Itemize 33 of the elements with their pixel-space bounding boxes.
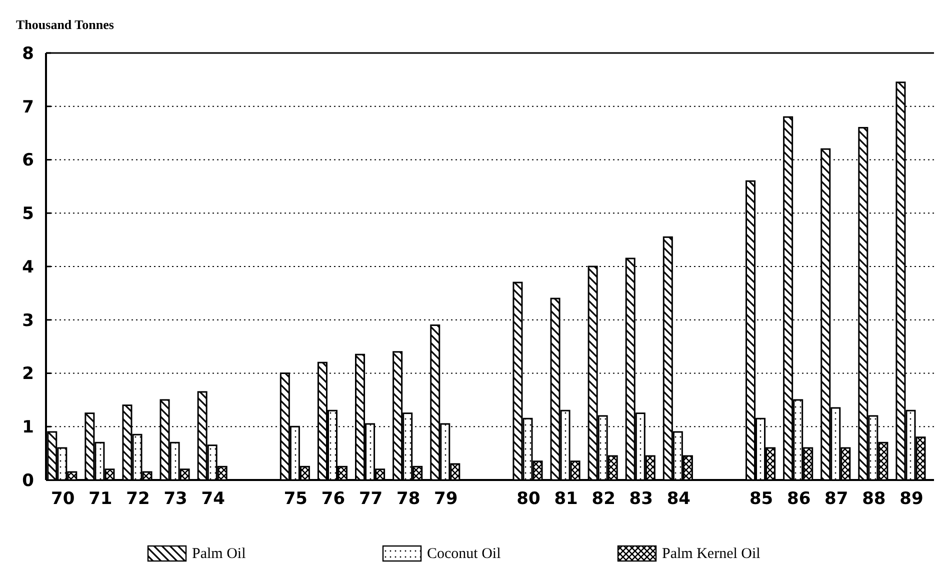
y-tick-label: 2 (22, 364, 34, 384)
y-tick-label: 3 (22, 310, 34, 331)
y-tick-label: 5 (22, 204, 34, 224)
y-tick-label: 0 (22, 470, 34, 491)
x-tick-label: 86 (786, 489, 811, 509)
x-tick-label: 77 (358, 489, 383, 509)
y-tick-label: 4 (22, 257, 34, 278)
x-tick-label: 83 (629, 489, 653, 509)
y-tick-label: 6 (22, 150, 34, 171)
x-tick-label: 87 (824, 489, 848, 509)
x-tick-label: 74 (201, 489, 226, 509)
x-tick-label: 79 (434, 489, 458, 509)
x-tick-label: 75 (284, 489, 308, 509)
legend-label: Palm Oil (192, 546, 246, 562)
x-tick-label: 82 (592, 489, 616, 509)
y-tick-label: 7 (22, 97, 34, 118)
x-tick-label: 81 (554, 489, 578, 509)
y-tick-label: 1 (22, 418, 34, 438)
x-tick-label: 73 (164, 489, 188, 509)
x-tick-label: 84 (666, 489, 691, 509)
x-tick-label: 78 (396, 489, 420, 509)
y-tick-label: 8 (22, 44, 34, 64)
legend-label: Coconut Oil (427, 546, 501, 562)
x-tick-label: 76 (321, 489, 346, 509)
x-tick-label: 70 (51, 489, 75, 509)
x-tick-label: 88 (862, 489, 886, 509)
legend-label: Palm Kernel Oil (662, 546, 760, 562)
x-tick-label: 89 (900, 489, 924, 509)
x-tick-label: 71 (88, 489, 112, 509)
x-tick-label: 72 (126, 489, 150, 509)
x-tick-label: 80 (516, 489, 540, 509)
x-tick-label: 85 (749, 489, 774, 509)
y-axis-title: Thousand Tonnes (16, 17, 114, 32)
